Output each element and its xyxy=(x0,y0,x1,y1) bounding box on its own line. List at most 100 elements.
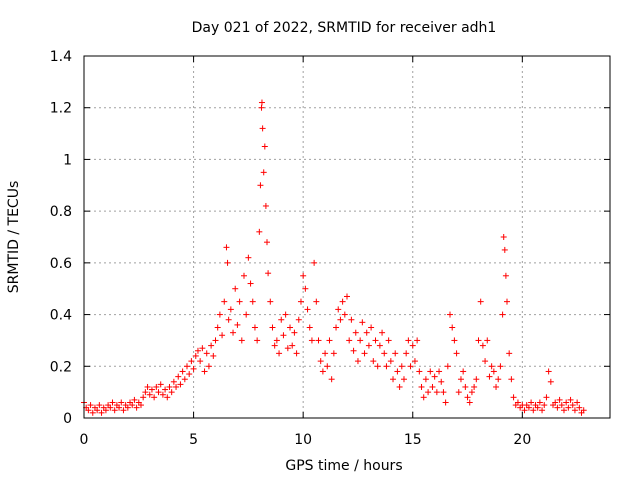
data-point xyxy=(201,368,208,375)
data-point xyxy=(295,316,302,323)
data-point xyxy=(341,311,348,318)
data-point xyxy=(330,350,337,357)
data-point xyxy=(317,358,324,365)
data-point xyxy=(225,316,232,323)
data-point xyxy=(194,347,201,354)
data-point xyxy=(427,368,434,375)
data-point xyxy=(238,337,245,344)
data-point xyxy=(236,298,243,305)
data-point xyxy=(326,337,333,344)
data-point xyxy=(234,321,241,328)
data-point xyxy=(111,407,118,414)
data-point xyxy=(422,376,429,383)
data-point xyxy=(166,383,173,390)
data-point xyxy=(479,342,486,349)
data-point xyxy=(521,407,528,414)
data-point xyxy=(475,337,482,344)
data-point xyxy=(453,350,460,357)
data-point xyxy=(256,228,263,235)
data-point xyxy=(376,342,383,349)
y-tick-label: 0.6 xyxy=(50,256,72,272)
data-point xyxy=(508,376,515,383)
data-point xyxy=(547,378,554,385)
data-point xyxy=(203,350,210,357)
data-point xyxy=(477,298,484,305)
data-point xyxy=(265,270,272,277)
data-point xyxy=(177,381,184,388)
data-point xyxy=(552,399,559,406)
data-point xyxy=(304,306,311,313)
data-point xyxy=(411,358,418,365)
data-point xyxy=(359,319,366,326)
data-point xyxy=(398,363,405,370)
x-tick-label: 0 xyxy=(80,432,89,448)
data-point xyxy=(436,368,443,375)
data-point xyxy=(264,239,271,246)
data-point xyxy=(484,337,491,344)
data-point xyxy=(300,272,307,279)
data-point xyxy=(468,389,475,396)
data-point xyxy=(460,368,467,375)
data-points xyxy=(81,99,587,416)
data-point xyxy=(258,99,265,106)
data-point xyxy=(486,373,493,380)
data-point xyxy=(390,376,397,383)
data-point xyxy=(287,324,294,331)
data-point xyxy=(464,394,471,401)
data-point xyxy=(354,358,361,365)
data-point xyxy=(308,337,315,344)
data-point xyxy=(276,350,283,357)
data-point xyxy=(144,383,151,390)
data-point xyxy=(497,363,504,370)
data-point xyxy=(258,104,265,111)
data-point xyxy=(186,371,193,378)
data-point xyxy=(216,311,223,318)
data-point xyxy=(444,363,451,370)
chart-title: Day 021 of 2022, SRMTID for receiver adh… xyxy=(192,20,497,36)
y-tick-label: 1.4 xyxy=(50,49,72,65)
data-point xyxy=(368,324,375,331)
data-point xyxy=(208,342,215,349)
data-point xyxy=(337,316,344,323)
data-point xyxy=(262,202,269,209)
data-point xyxy=(350,347,357,354)
data-point xyxy=(425,389,432,396)
data-point xyxy=(297,298,304,305)
data-point xyxy=(168,389,175,396)
y-tick-label: 1.2 xyxy=(50,101,72,117)
data-point xyxy=(120,407,127,414)
data-point xyxy=(271,342,278,349)
data-point xyxy=(278,316,285,323)
data-point xyxy=(261,143,268,150)
data-point xyxy=(506,350,513,357)
data-point xyxy=(556,396,563,403)
data-point xyxy=(534,404,541,411)
data-point xyxy=(188,358,195,365)
data-point xyxy=(346,337,353,344)
data-point xyxy=(164,394,171,401)
data-point xyxy=(313,298,320,305)
data-point xyxy=(192,352,199,359)
data-point xyxy=(433,389,440,396)
data-point xyxy=(431,373,438,380)
data-point xyxy=(257,182,264,189)
plot-frame xyxy=(83,55,611,419)
data-point xyxy=(173,383,180,390)
data-point xyxy=(146,391,153,398)
data-point xyxy=(162,386,169,393)
data-point xyxy=(210,352,217,359)
data-point xyxy=(482,358,489,365)
data-point xyxy=(129,402,136,409)
data-point xyxy=(118,399,125,406)
data-point xyxy=(223,244,230,251)
data-point xyxy=(407,363,414,370)
data-point xyxy=(302,285,309,292)
data-point xyxy=(219,332,226,339)
data-point xyxy=(569,402,576,409)
data-point xyxy=(457,376,464,383)
data-point xyxy=(251,324,258,331)
data-point xyxy=(363,329,370,336)
data-point xyxy=(179,368,186,375)
data-point xyxy=(102,407,109,414)
data-point xyxy=(254,337,261,344)
